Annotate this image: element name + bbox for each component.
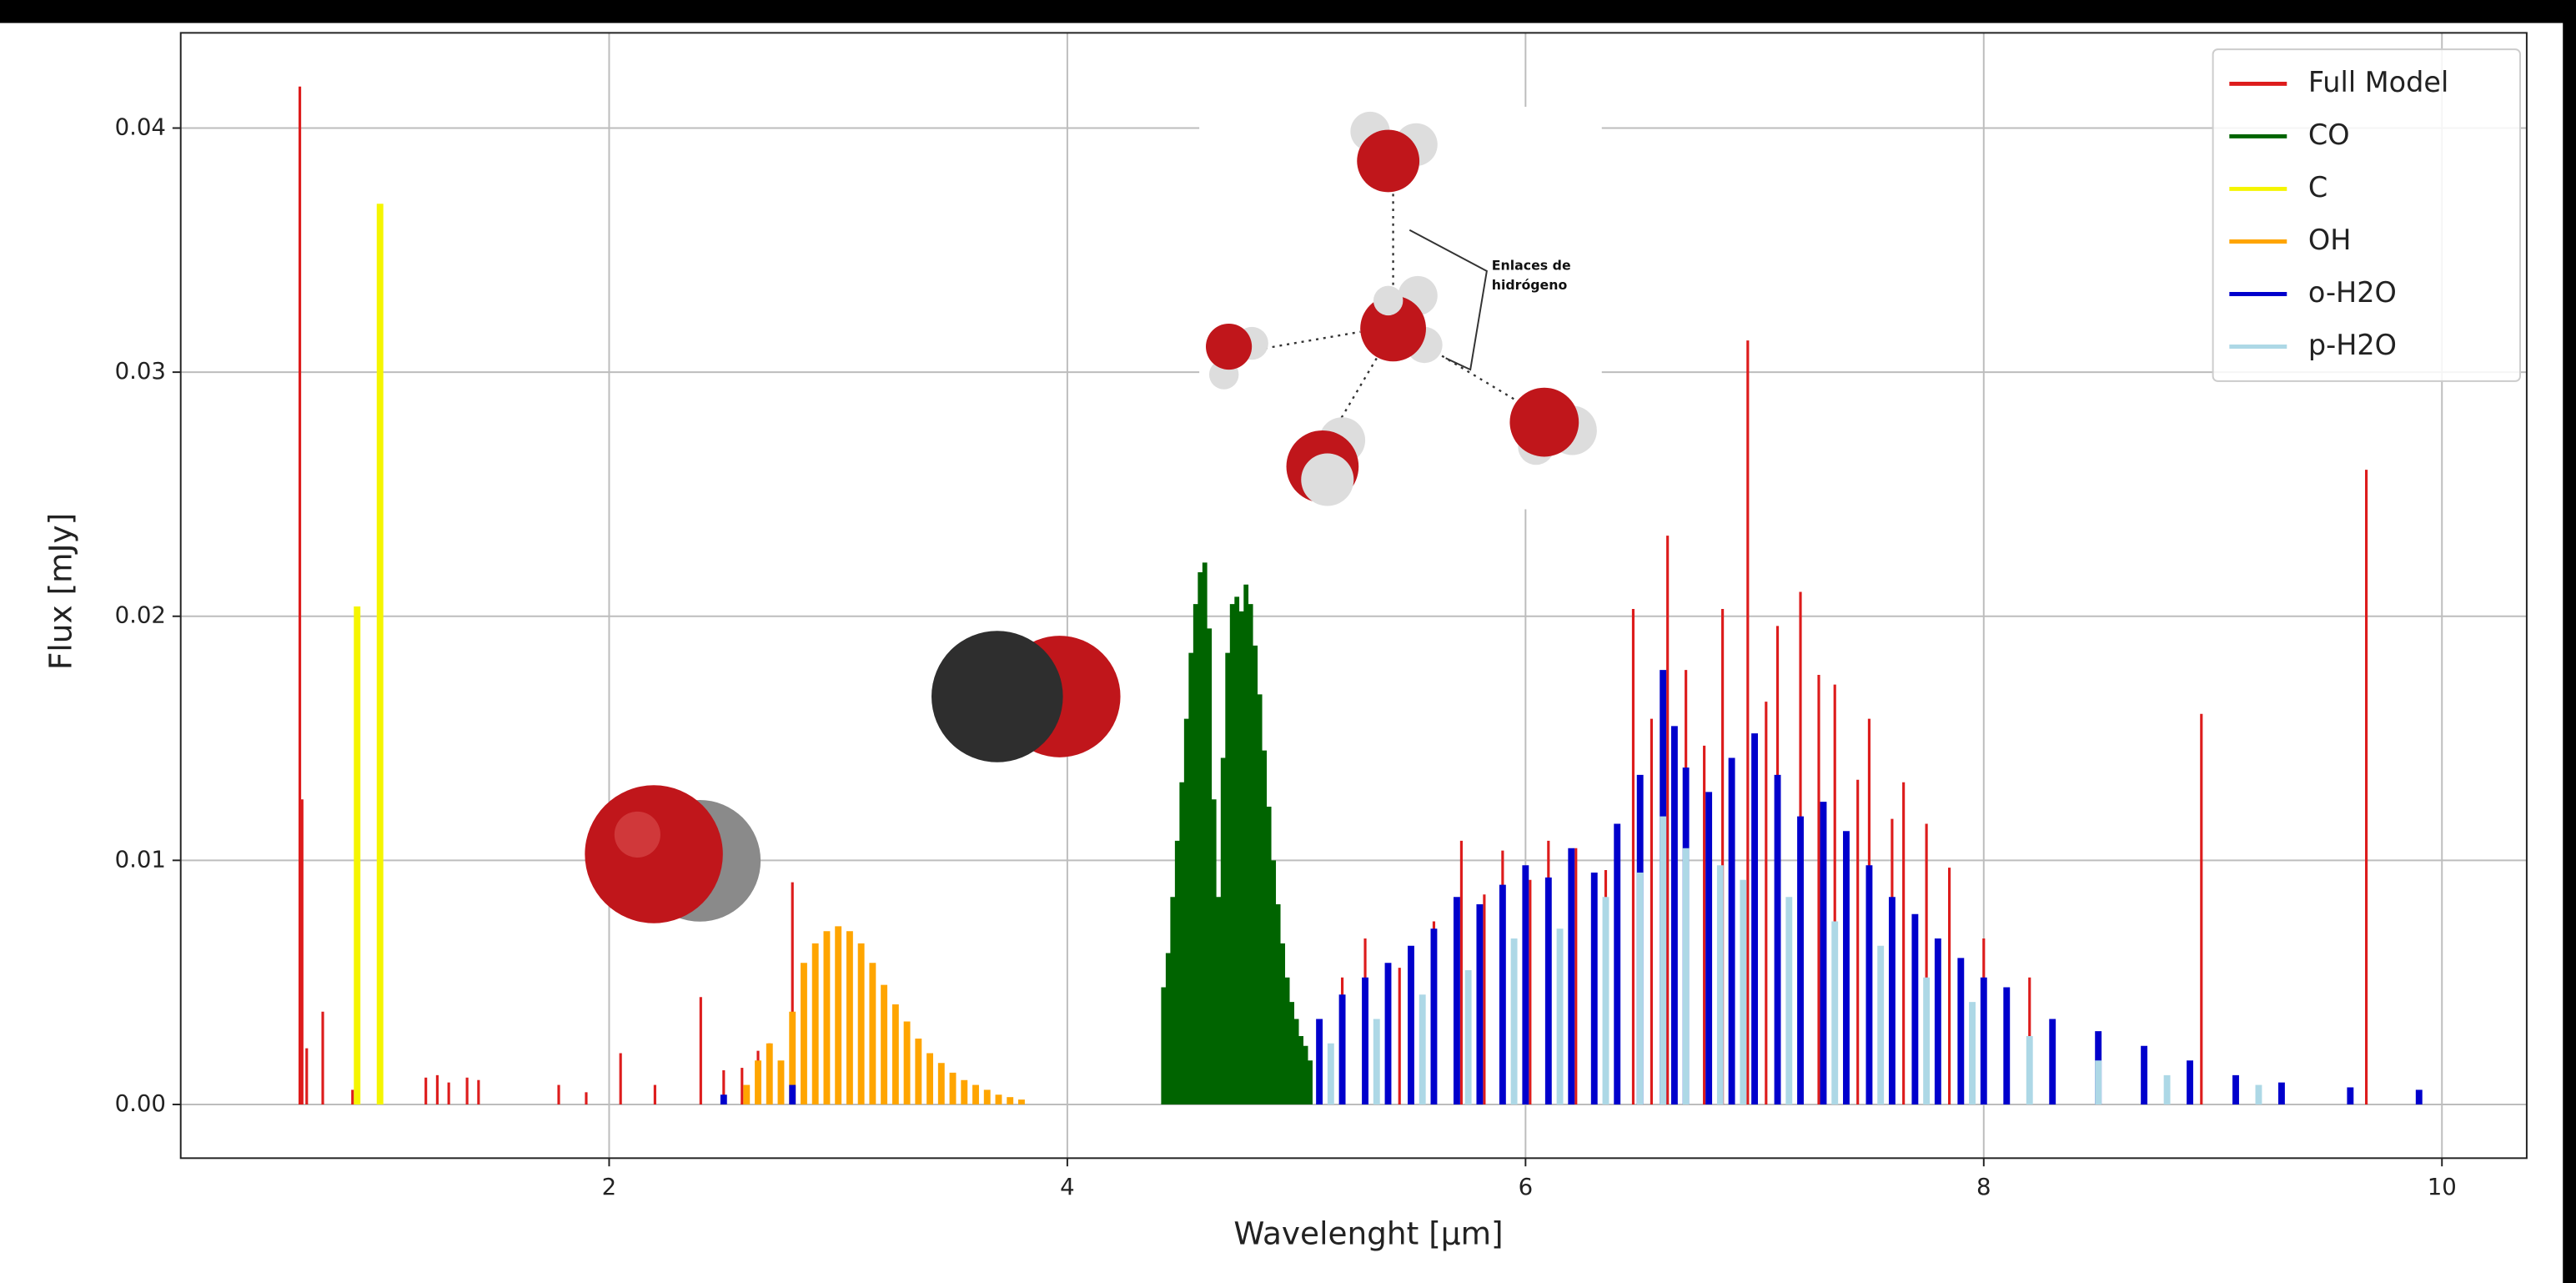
ticks: 0.00 0.01 0.02 0.03 0.04 2 4 6 8 10	[115, 113, 2457, 1200]
water-cluster	[1199, 107, 1602, 510]
legend-box	[2212, 48, 2522, 382]
legend: Full Model CO C OH o-H2O p-H2O	[2212, 48, 2522, 382]
x-tick-label: 6	[1519, 1173, 1534, 1200]
legend-label: CO	[2308, 118, 2350, 151]
y-tick-label: 0.00	[115, 1089, 166, 1117]
y-tick-label: 0.04	[115, 113, 166, 141]
x-tick-label: 2	[602, 1173, 617, 1200]
annotation: Enlaces de	[1492, 258, 1571, 274]
y-tick-label: 0.03	[115, 357, 166, 385]
legend-label: o-H2O	[2308, 276, 2397, 309]
x-axis-label: Wavelenght [µm]	[1233, 1215, 1503, 1251]
legend-label: Full Model	[2308, 66, 2448, 98]
annotation: hidrógeno	[1492, 277, 1568, 293]
y-tick-label: 0.01	[115, 845, 166, 873]
legend-label: p-H2O	[2308, 329, 2397, 361]
oh-molecule	[585, 785, 761, 923]
plot-frame	[179, 32, 2528, 1160]
x-tick-label: 4	[1060, 1173, 1075, 1200]
co-molecule	[931, 631, 1121, 762]
legend-label: OH	[2308, 224, 2352, 256]
x-tick-label: 10	[2428, 1173, 2457, 1200]
y-tick-label: 0.02	[115, 601, 166, 629]
y-axis-label: Flux [mJy]	[42, 513, 78, 670]
x-tick-label: 8	[1976, 1173, 1991, 1200]
marks	[298, 86, 2423, 1104]
legend-label: C	[2308, 171, 2327, 204]
